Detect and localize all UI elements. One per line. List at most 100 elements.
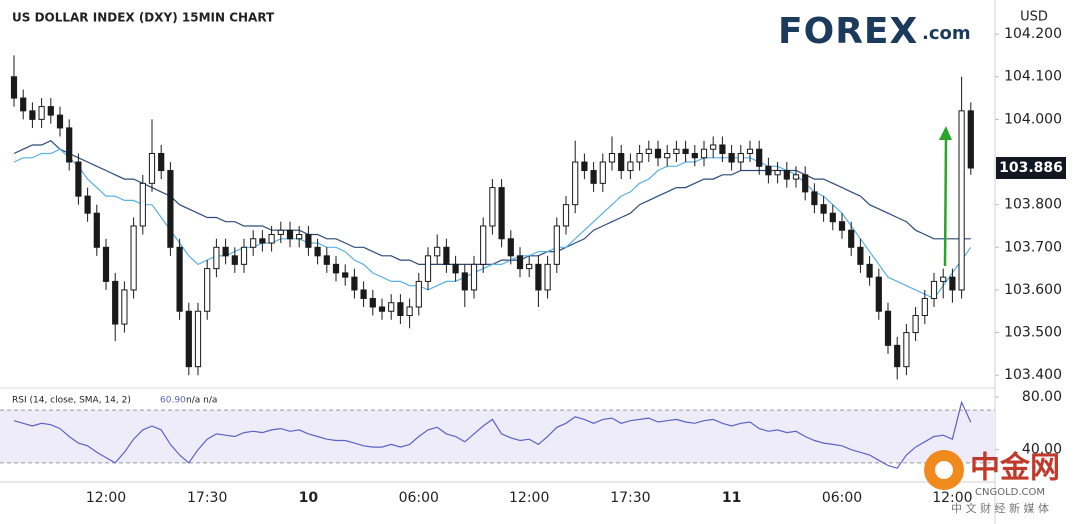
candle-body <box>608 152 616 163</box>
candle-body <box>461 272 468 291</box>
candle-body <box>719 144 726 154</box>
candle-body <box>121 289 128 325</box>
candle-body <box>10 76 18 99</box>
candle-body <box>756 148 763 167</box>
candle-body <box>112 280 119 325</box>
candle-body <box>894 344 901 368</box>
candle-body <box>949 276 956 291</box>
candle-body <box>388 302 395 312</box>
x-tick-label: 06:00 <box>822 490 862 506</box>
rsi-extra: n/a n/a <box>186 396 217 406</box>
y-tick-label: 103.500 <box>1004 325 1062 341</box>
candle-body <box>673 148 680 154</box>
marks <box>0 33 999 469</box>
candle-body <box>940 276 947 282</box>
candle-body <box>728 152 735 163</box>
candle-body <box>507 238 514 257</box>
watermark-subtitle: CNGOLD.COM <box>975 487 1045 498</box>
y-tick-label: 104.200 <box>1004 26 1062 42</box>
candle-body <box>20 97 27 112</box>
candle-body <box>360 289 367 299</box>
y-tick-label: 103.800 <box>1004 197 1062 213</box>
candle-body <box>820 204 827 214</box>
candle-body <box>765 165 772 176</box>
candle-body <box>535 263 542 291</box>
candle-body <box>351 276 358 291</box>
watermark-tagline: 中 文 财 经 新 媒 体 <box>951 501 1049 515</box>
candle-body <box>47 106 54 116</box>
x-tick-label: 12:00 <box>509 490 549 506</box>
candle-body <box>774 170 781 176</box>
candle-body <box>470 263 478 291</box>
candle-body <box>66 127 73 163</box>
watermark-logo-inner <box>935 461 953 479</box>
candle-body <box>848 229 855 248</box>
candle-body <box>268 234 275 244</box>
candle-body <box>452 263 459 274</box>
candle-body <box>406 306 413 317</box>
y-tick-label: 103.400 <box>1004 367 1062 383</box>
candle-body <box>378 306 386 312</box>
candle-body <box>544 263 551 291</box>
candle-body <box>185 310 192 368</box>
candle-body <box>746 148 754 154</box>
x-tick-label: 12:00 <box>86 490 126 506</box>
currency: USD <box>1020 10 1048 25</box>
x-tick-label: 10 <box>299 490 319 506</box>
candle-body <box>903 332 910 368</box>
candle-body <box>286 229 294 240</box>
candle-body <box>259 238 266 244</box>
logo: FOREX <box>778 11 918 52</box>
candle-body <box>553 225 560 265</box>
candle-body <box>75 161 82 197</box>
candle-body <box>627 161 634 172</box>
candle-body <box>489 187 496 227</box>
last-price-label: 103.886 <box>999 160 1063 176</box>
candle-body <box>332 263 340 274</box>
chart-title: US DOLLAR INDEX (DXY) 15MIN CHART <box>12 11 275 25</box>
candle-body <box>700 148 708 159</box>
candle-body <box>866 263 873 278</box>
candle-body <box>682 148 689 154</box>
candle-body <box>194 310 202 368</box>
candle-body <box>29 110 36 120</box>
x-tick-label: 17:30 <box>187 490 227 506</box>
candle-body <box>710 144 717 150</box>
candle-body <box>443 246 450 265</box>
candle-body <box>664 152 671 159</box>
candle-body <box>599 161 606 184</box>
rsi-current: 60.90 <box>160 396 186 406</box>
candle-body <box>305 234 312 248</box>
candle-body <box>802 174 809 193</box>
candle-body <box>158 152 165 172</box>
candle-body <box>829 212 836 223</box>
candle-body <box>38 106 45 120</box>
candle-body <box>590 170 597 184</box>
candle-body <box>434 246 441 257</box>
candle-body <box>314 246 321 257</box>
x-tick-label: 17:30 <box>610 490 650 506</box>
candle-body <box>167 170 174 248</box>
candle-body <box>618 152 625 172</box>
x-tick-label: 11 <box>722 490 741 506</box>
candle-body <box>516 255 524 270</box>
x-tick-label: 12:00 <box>932 490 972 506</box>
candle-body <box>277 229 284 236</box>
candle-body <box>654 148 662 159</box>
candle-body <box>148 152 156 184</box>
candle-body <box>783 170 790 180</box>
candle-body <box>342 272 349 278</box>
candle-body <box>56 114 64 129</box>
candle-body <box>204 268 211 312</box>
candle-body <box>838 221 846 231</box>
candle-body <box>526 263 533 270</box>
candle-body <box>572 161 579 206</box>
watermark-title: 中金网 <box>970 451 1060 486</box>
candle-body <box>737 152 744 163</box>
logo-suffix: .com <box>922 23 971 44</box>
candle-body <box>636 152 643 163</box>
candle-body <box>691 152 698 159</box>
candle-body <box>498 187 505 240</box>
y-tick-label: 103.600 <box>1004 282 1062 298</box>
